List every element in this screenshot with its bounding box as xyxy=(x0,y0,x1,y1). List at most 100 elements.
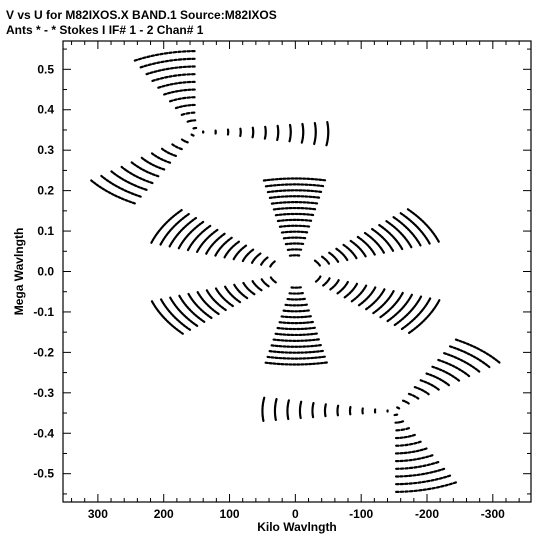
uv-sample xyxy=(396,298,400,303)
y-axis-title: Mega Wavlngth xyxy=(12,228,26,316)
uv-sample xyxy=(227,248,232,252)
uv-sample xyxy=(224,285,227,289)
uv-sample xyxy=(402,213,406,218)
uv-sample xyxy=(454,366,459,370)
uv-sample xyxy=(465,362,470,366)
uv-sample xyxy=(379,305,383,309)
uv-sample xyxy=(133,163,137,167)
uv-sample xyxy=(243,244,248,248)
uv-sample xyxy=(180,138,185,142)
uv-sample xyxy=(108,180,113,184)
uv-sample xyxy=(410,319,414,323)
uv-sample xyxy=(256,286,261,290)
uv-sample xyxy=(407,434,412,438)
uv-sample xyxy=(416,312,421,317)
uv-sample xyxy=(360,249,364,254)
uv-sample xyxy=(273,280,277,284)
uv-sample xyxy=(163,75,169,79)
uv-sample xyxy=(196,234,200,238)
uv-sample xyxy=(400,306,404,311)
uv-sample xyxy=(164,305,168,309)
uv-sample xyxy=(170,226,174,231)
uv-sample xyxy=(235,252,239,256)
uv-sample xyxy=(192,238,196,243)
uv-sample xyxy=(350,299,355,303)
uv-sample xyxy=(406,240,410,244)
uv-sample xyxy=(155,174,160,178)
uv-sample xyxy=(197,293,201,297)
uv-sample xyxy=(193,301,197,306)
x-tick-label: 200 xyxy=(154,507,174,521)
uv-sample xyxy=(208,315,213,320)
uv-sample xyxy=(369,247,373,252)
uv-sample xyxy=(353,284,357,289)
uv-sample xyxy=(448,345,454,349)
uv-sample xyxy=(432,232,436,236)
uv-sample xyxy=(456,378,461,382)
uv-sample xyxy=(126,181,131,185)
uv-sample xyxy=(411,211,416,216)
uv-sample xyxy=(191,240,195,245)
uv-sample xyxy=(472,345,477,349)
uv-sample xyxy=(205,289,209,293)
uv-sample xyxy=(146,55,151,59)
uv-sample xyxy=(271,278,275,282)
uv-sample xyxy=(429,228,433,232)
uv-sample xyxy=(316,261,320,265)
uv-sample xyxy=(381,313,386,317)
uv-sample xyxy=(180,241,184,245)
uv-sample xyxy=(241,246,245,250)
uv-sample xyxy=(178,218,183,222)
uv-sample xyxy=(353,253,357,258)
uv-sample xyxy=(338,289,343,293)
uv-sample xyxy=(189,243,193,247)
uv-sample xyxy=(392,235,396,240)
uv-sample xyxy=(172,154,178,158)
uv-sample xyxy=(177,245,181,250)
uv-sample xyxy=(431,308,435,312)
uv-sample xyxy=(210,232,214,236)
uv-sample xyxy=(135,175,140,179)
uv-sample xyxy=(266,284,270,288)
uv-sample xyxy=(330,253,334,257)
uv-sample xyxy=(174,212,178,216)
uv-sample xyxy=(365,307,369,311)
uv-sample xyxy=(346,280,349,285)
uv-sample xyxy=(409,308,413,313)
uv-sample xyxy=(171,313,175,318)
uv-sample xyxy=(223,307,227,312)
uv-sample xyxy=(178,309,183,314)
uv-sample xyxy=(170,323,174,328)
uv-sample xyxy=(368,245,372,249)
uv-sample xyxy=(157,69,162,72)
uv-sample xyxy=(117,195,122,199)
uv-sample xyxy=(413,385,418,389)
uv-sample xyxy=(269,264,273,268)
uv-sample xyxy=(345,293,350,297)
uv-sample xyxy=(453,376,458,380)
uv-sample xyxy=(448,372,452,377)
uv-sample xyxy=(272,260,276,264)
uv-sample xyxy=(186,212,190,217)
uv-sample xyxy=(125,169,130,174)
uv-sample xyxy=(196,291,200,295)
uv-sample xyxy=(440,360,446,364)
uv-sample xyxy=(446,383,451,387)
uv-sample xyxy=(434,303,438,308)
uv-sample xyxy=(157,166,162,170)
uv-sample xyxy=(168,99,174,103)
uv-sample xyxy=(435,376,440,380)
uv-sample xyxy=(414,314,419,319)
uv-sample xyxy=(167,218,171,222)
uv-sample xyxy=(372,288,376,293)
uv-sample xyxy=(482,350,487,354)
uv-sample xyxy=(190,310,194,314)
uv-sample xyxy=(226,238,231,242)
uv-sample xyxy=(200,242,204,247)
uv-sample xyxy=(188,220,193,224)
uv-sample xyxy=(436,301,440,305)
uv-sample xyxy=(394,300,398,305)
uv-sample xyxy=(225,300,230,304)
uv-sample xyxy=(230,303,234,308)
uv-sample xyxy=(264,282,268,286)
